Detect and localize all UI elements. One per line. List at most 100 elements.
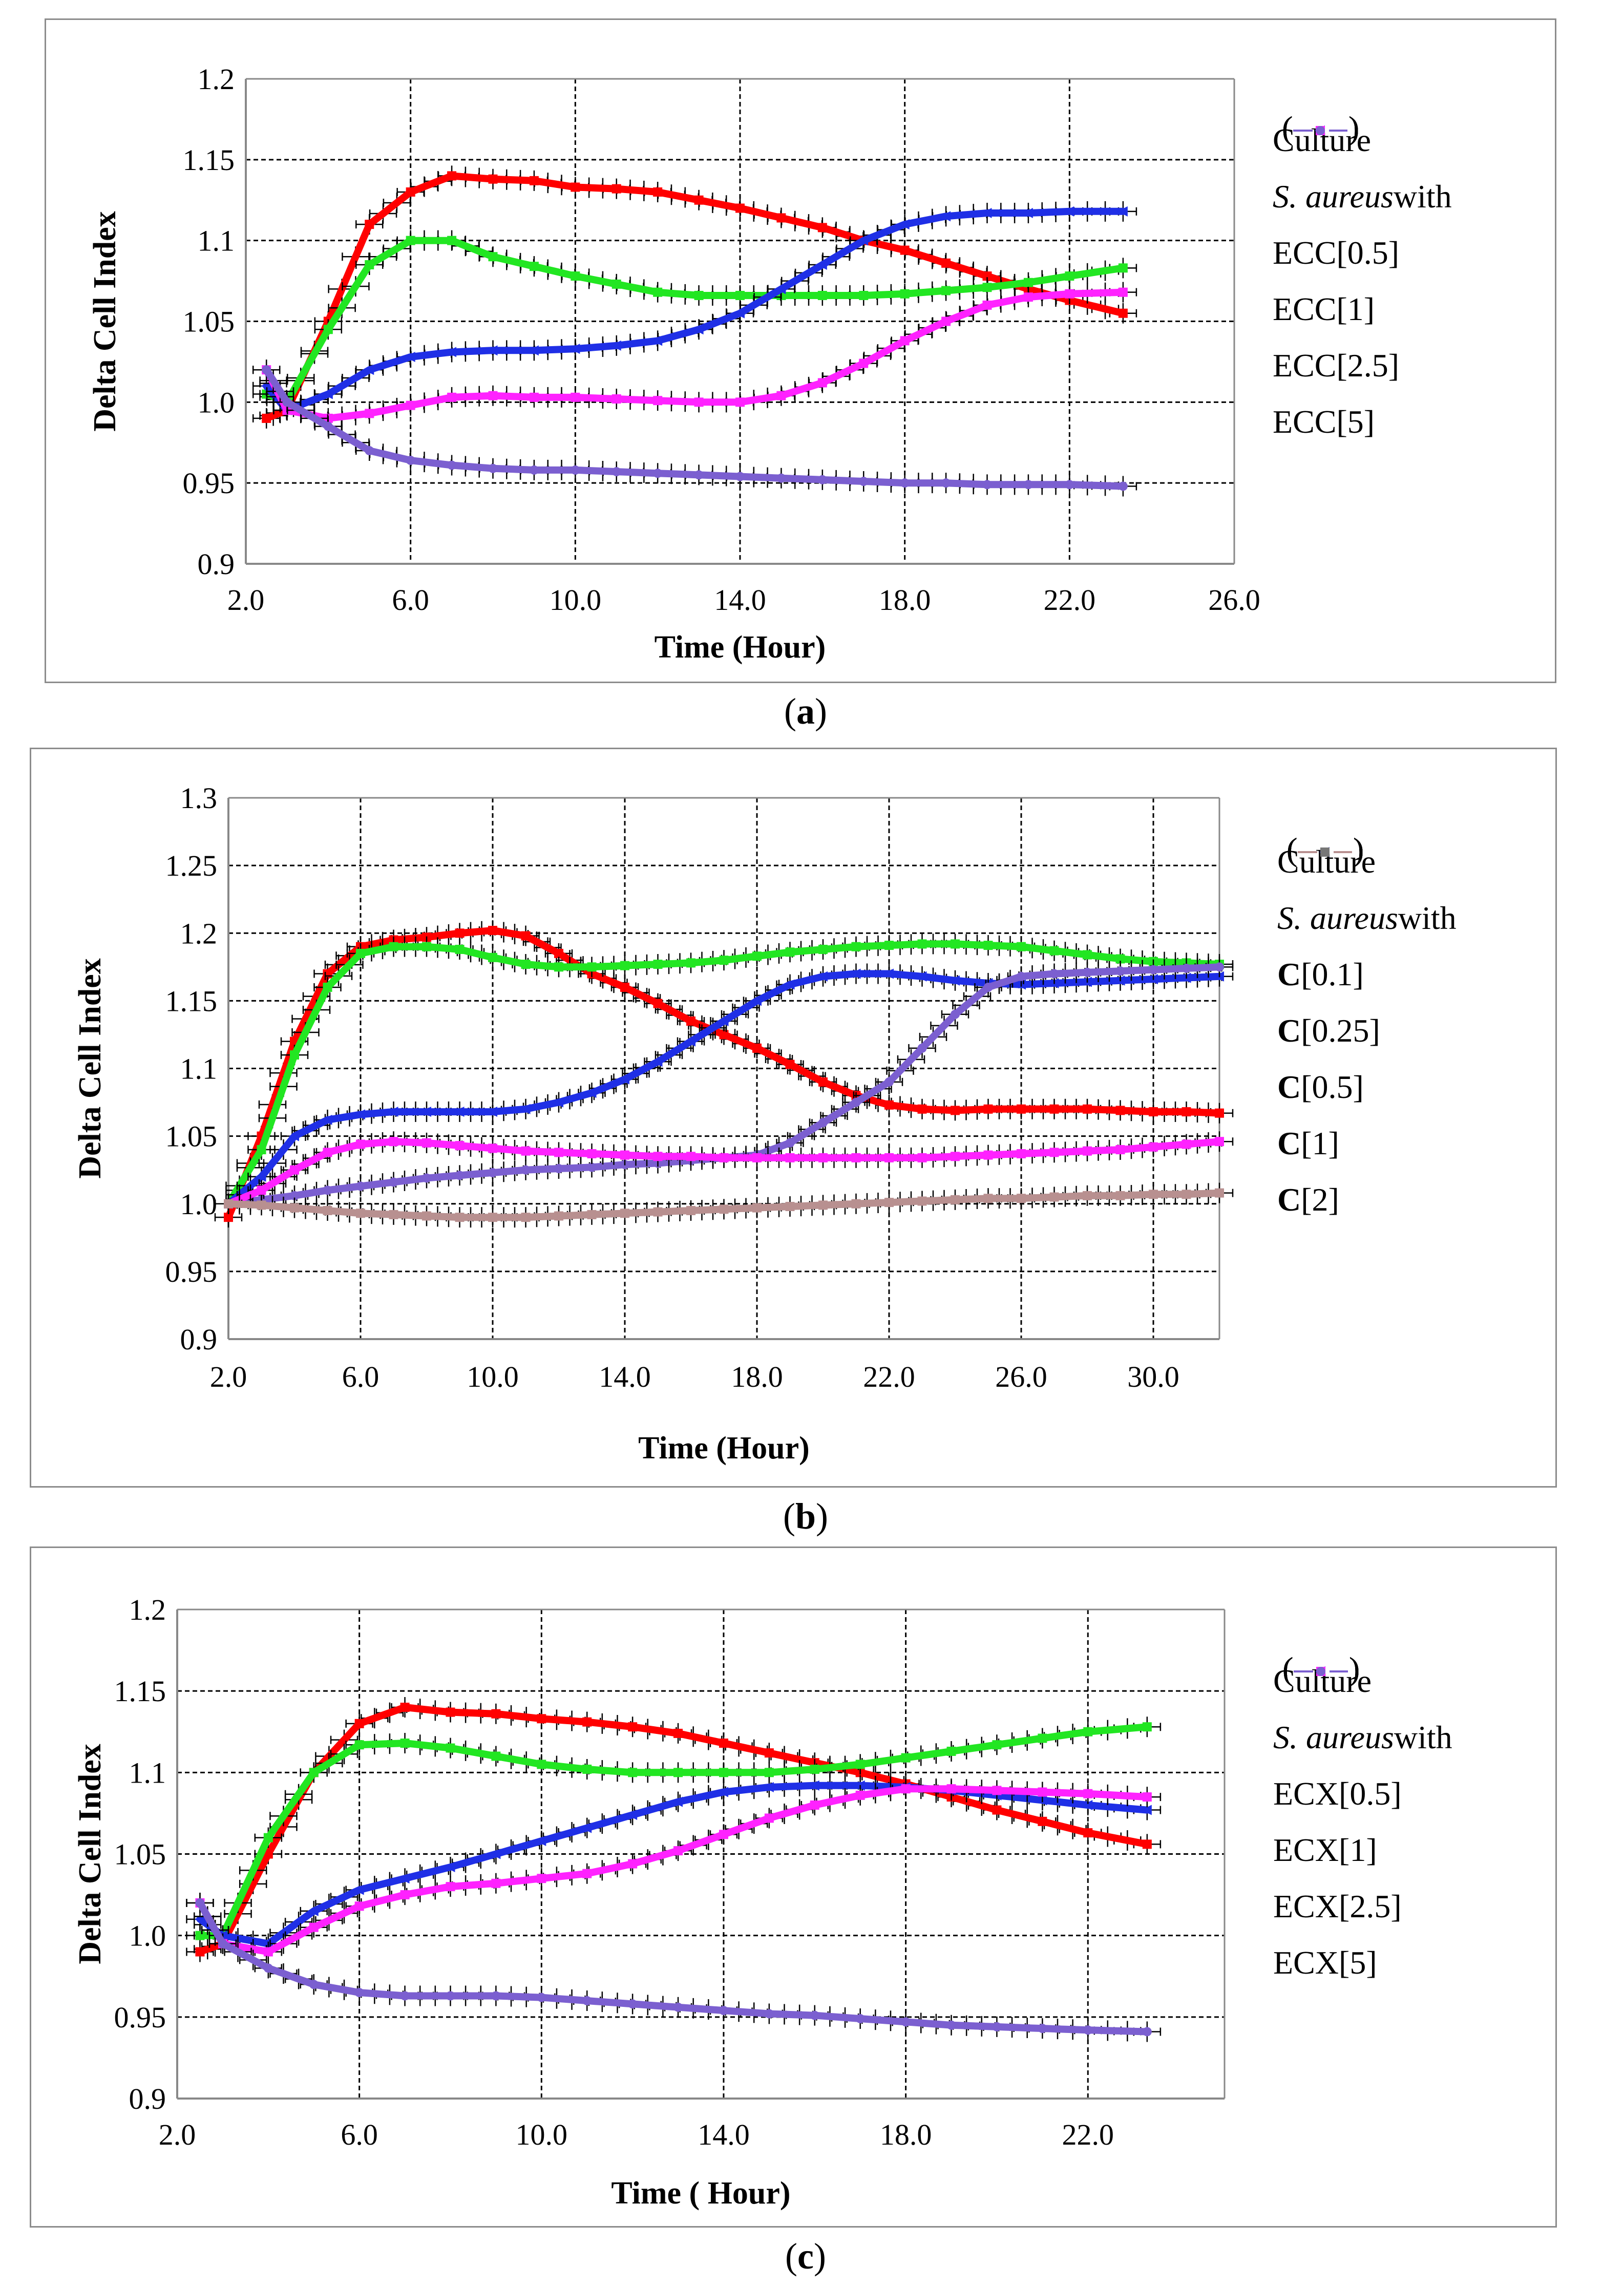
series-line <box>196 1723 1151 1939</box>
data-point <box>364 365 374 375</box>
data-point <box>1017 942 1026 951</box>
data-point <box>1064 206 1074 217</box>
series-line <box>263 288 1127 422</box>
data-point <box>528 345 539 356</box>
data-point <box>1118 481 1128 491</box>
legend-paren: ( <box>1282 110 1293 146</box>
data-point <box>941 286 951 295</box>
data-point <box>851 1199 861 1209</box>
legend-entry: C [0.1] () <box>1277 831 1457 1003</box>
legend-marker <box>1316 1667 1325 1676</box>
data-point <box>488 1213 497 1222</box>
data-point <box>686 958 695 968</box>
data-point <box>628 1722 638 1732</box>
y-tick-label: 1.1 <box>129 1756 166 1789</box>
data-point <box>405 351 415 362</box>
legend-paren: ) <box>1349 1650 1360 1687</box>
data-point <box>446 347 457 357</box>
data-point <box>1023 480 1033 490</box>
chart-panel-a: 0.9 0.95 1.0 1.05 1.1 1.15 1.2 2.0 6.0 10.0 14.0 18… <box>45 18 1556 683</box>
data-point <box>554 962 563 972</box>
data-point <box>719 956 729 965</box>
y-tick-label: 1.05 <box>114 1838 166 1871</box>
x-tick-label: 18.0 <box>731 1360 783 1393</box>
data-point <box>455 1141 465 1151</box>
data-point <box>817 378 827 388</box>
data-point <box>735 203 745 213</box>
data-point <box>946 1784 956 1794</box>
x-tick-label: 14.0 <box>714 583 766 617</box>
data-point <box>620 982 629 992</box>
data-point <box>992 1786 1002 1795</box>
data-point <box>686 1152 695 1161</box>
data-point <box>1182 1107 1191 1117</box>
caption-a: (a) <box>784 691 827 732</box>
data-point <box>571 271 580 281</box>
legend-label: C <box>1277 956 1301 992</box>
data-point <box>809 1780 819 1791</box>
data-point <box>1038 1787 1047 1797</box>
data-point <box>447 236 457 245</box>
data-point <box>764 2009 774 2019</box>
legend-entry: C [0.5] () <box>1277 831 1457 1115</box>
data-point <box>554 1148 563 1157</box>
legend-concentration: [0.5] <box>1301 1069 1364 1105</box>
data-point <box>446 1743 455 1753</box>
data-point <box>195 1947 205 1957</box>
data-point <box>263 1963 273 1973</box>
series-line <box>225 970 1223 1207</box>
legend-paren: ) <box>1353 831 1364 867</box>
data-point <box>628 1768 638 1777</box>
legend-symbol: () <box>1282 1650 1360 1687</box>
data-point <box>323 969 332 979</box>
legend-paren: ) <box>1348 110 1359 146</box>
data-point <box>581 1823 592 1833</box>
data-point <box>653 469 663 478</box>
data-point <box>388 1107 398 1117</box>
data-point <box>818 1077 828 1087</box>
caption-c: (c) <box>785 2236 826 2277</box>
data-point <box>817 971 828 982</box>
data-point <box>354 1719 364 1728</box>
data-point <box>571 182 580 192</box>
data-point <box>491 1878 501 1888</box>
data-point <box>818 1153 828 1162</box>
legend-paren: ) <box>1348 110 1359 146</box>
data-point <box>817 223 827 232</box>
x-tick-label: 6.0 <box>341 2118 378 2151</box>
series-line <box>263 366 1127 490</box>
data-point <box>218 1939 227 1948</box>
data-point <box>1115 966 1125 976</box>
data-point <box>734 308 745 319</box>
data-point <box>521 1146 531 1156</box>
legend-concentration: [1] <box>1336 291 1375 327</box>
data-point <box>445 1861 455 1872</box>
data-point <box>719 1153 729 1162</box>
data-point <box>422 1138 431 1148</box>
legend-entry: C [1] () <box>1277 831 1457 1172</box>
legend-symbol: () <box>1282 110 1359 146</box>
data-point <box>673 1768 683 1777</box>
data-point <box>1182 1190 1191 1199</box>
data-point <box>611 394 621 404</box>
x-tick-label: 10.0 <box>550 583 602 617</box>
data-point <box>620 961 629 970</box>
series-line <box>225 963 1223 1207</box>
data-point <box>488 925 497 935</box>
x-tick-label: 22.0 <box>863 1360 915 1393</box>
data-point <box>487 345 498 356</box>
x-tick-label: 6.0 <box>392 583 429 617</box>
data-point <box>1215 1137 1224 1147</box>
data-point <box>290 1203 299 1213</box>
data-point <box>257 1200 266 1210</box>
y-tick-label: 1.05 <box>183 305 235 338</box>
data-point <box>1083 1104 1092 1114</box>
legend-paren: ) <box>1348 110 1359 146</box>
data-point <box>653 287 663 297</box>
data-point <box>673 2002 683 2012</box>
data-point <box>446 1882 455 1892</box>
data-point <box>554 1164 563 1174</box>
legend-paren: ) <box>1348 110 1359 146</box>
data-point <box>487 1107 497 1117</box>
legend-entry: S. aureus with <box>1273 168 1452 225</box>
